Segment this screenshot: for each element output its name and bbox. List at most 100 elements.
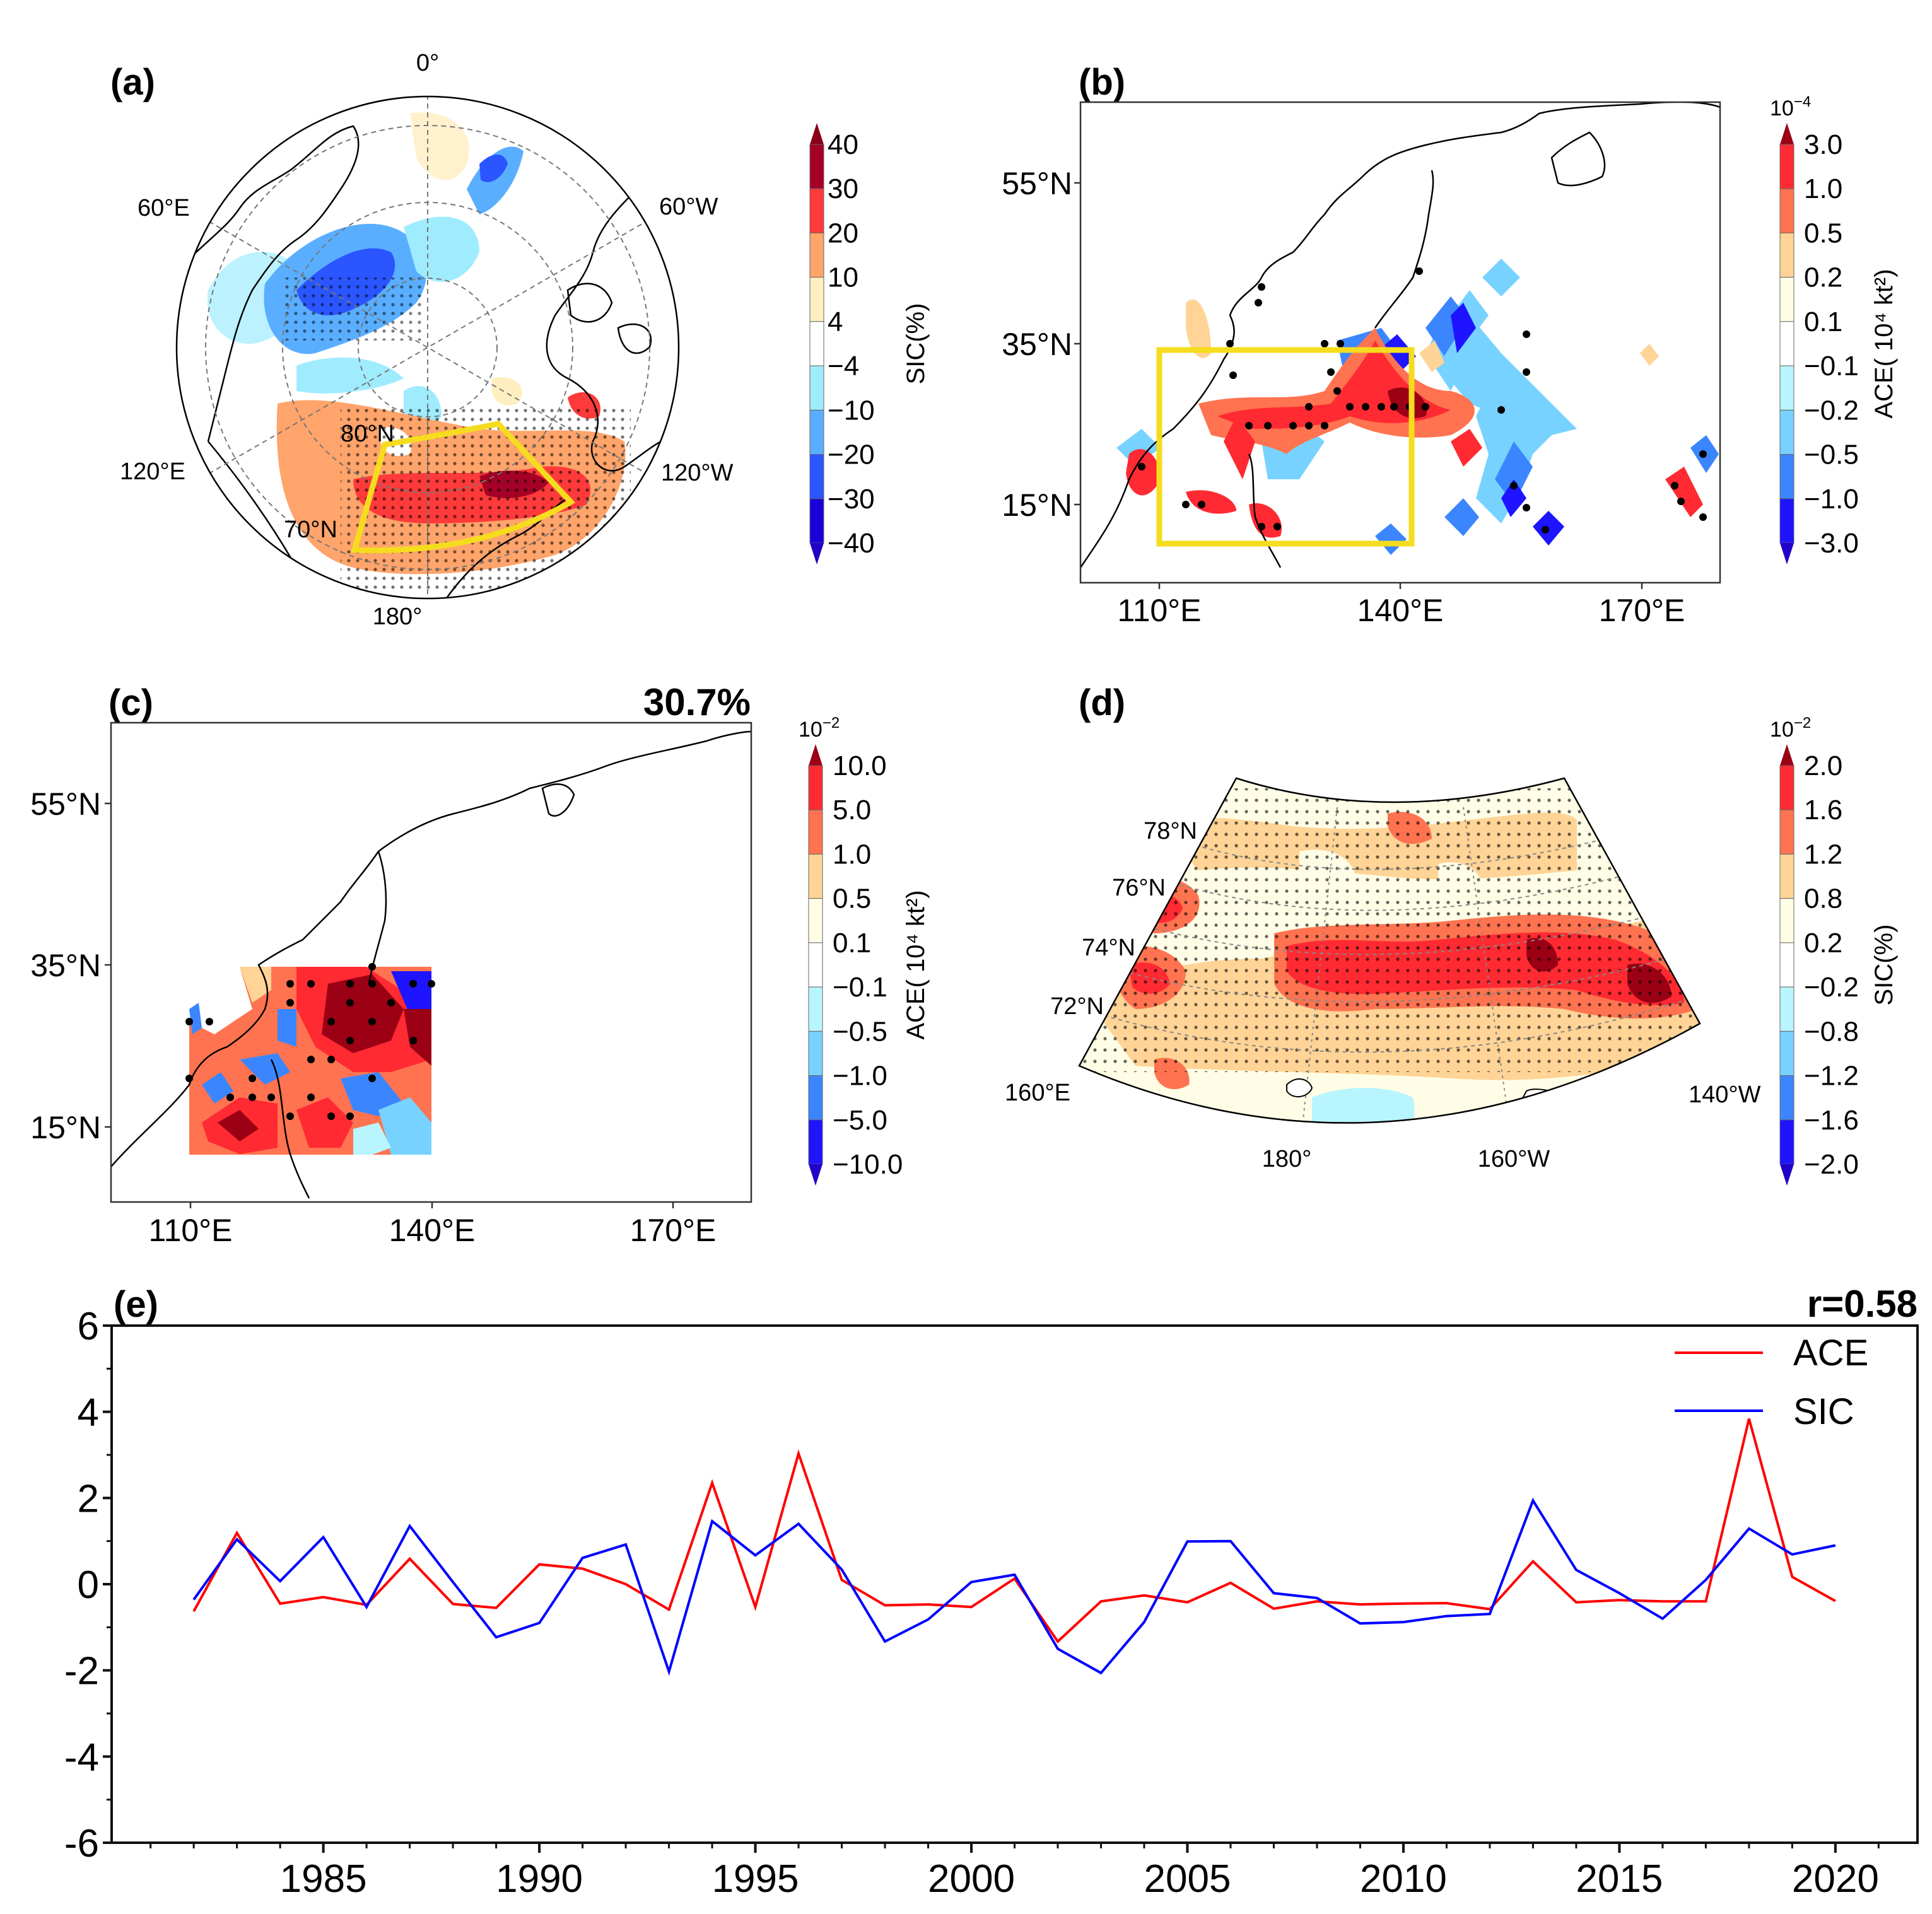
panel-d-colorbar-extend-top	[1780, 744, 1794, 766]
panel-d-colorbar-tick-label: −2.0	[1804, 1149, 1859, 1180]
panel-d-colorbar-segment	[1779, 1030, 1794, 1077]
panel-d-lon-label-140w: 140°W	[1689, 1082, 1761, 1108]
panel-b-colorbar-tick-label: 0.5	[1804, 218, 1842, 248]
panel-b: (b)	[1002, 62, 1721, 628]
panel-a-lon-label-60w: 60°W	[659, 194, 718, 220]
y-tick-label: 4	[78, 1391, 99, 1435]
panel-c-colorbar-tick-label: 10.0	[833, 750, 887, 781]
panel-b-region-box	[1156, 347, 1415, 547]
panel-c-colorbar-tick-label: −10.0	[833, 1149, 903, 1180]
panel-d-lon-label-160w: 160°W	[1478, 1146, 1550, 1172]
panel-c-colorbar-scale: 10−2	[799, 715, 840, 742]
panel-c-colorbar: 10.0 5.0 1.0 0.5 0.1 −0.1 −0.5 −1.0 −5.0 −10.0 ACE…	[799, 715, 930, 1186]
panel-a-colorbar-tick-label: −30	[828, 484, 875, 515]
legend: ACE SIC	[1675, 1333, 1868, 1432]
panel-b-colorbar-segment	[1779, 321, 1794, 366]
panel-b-colorbar-extend-top	[1780, 123, 1794, 144]
panel-b-colorbar-extend-bottom	[1780, 543, 1794, 564]
panel-c-colorbar-title: ACE( 10⁴ kt²)	[902, 890, 930, 1039]
x-tick-label: 1985	[280, 1857, 367, 1901]
panel-a-colorbar-tick-label: −4	[828, 351, 859, 382]
panel-a-lon-label-60e: 60°E	[138, 195, 190, 221]
panel-b-lon-label-110e: 110°E	[1117, 593, 1201, 628]
legend-label-sic: SIC	[1793, 1391, 1854, 1432]
panel-b-colorbar-segment	[1779, 409, 1794, 455]
panel-a-colorbar-segment	[809, 144, 824, 189]
x-tick-label: 2005	[1144, 1857, 1231, 1901]
panel-a-colorbar-tick-label: 20	[828, 218, 858, 248]
panel-c-lat-label-55n: 55°N	[30, 786, 101, 822]
panel-a-lon-label-120e: 120°E	[120, 458, 185, 485]
panel-a-field	[177, 96, 679, 598]
panel-b-lat-label-35n: 35°N	[1002, 327, 1072, 362]
panel-d-colorbar-segment	[1779, 898, 1794, 943]
panel-a-colorbar-segment	[809, 498, 824, 544]
panel-c-lon-label-170e: 170°E	[630, 1213, 717, 1248]
panel-b-colorbar-segment	[1779, 454, 1794, 499]
panel-b-colorbar-segment	[1779, 232, 1794, 278]
panel-a-lon-label-0: 0°	[416, 50, 439, 76]
panel-c: (c) 30.7%	[30, 681, 752, 1248]
panel-e-frame	[110, 1324, 1919, 1844]
panel-c-colorbar-tick-label: 0.1	[833, 928, 871, 959]
x-tick-label: 2010	[1360, 1857, 1447, 1901]
panel-c-colorbar-extend-bottom	[809, 1164, 823, 1186]
panel-a-colorbar-tick-label: 10	[828, 262, 858, 293]
panel-d-lat-label-78n: 78°N	[1144, 818, 1197, 844]
y-tick-label: -6	[64, 1822, 99, 1865]
panel-c-colorbar-segment	[808, 942, 823, 988]
panel-e-chart: (e) r=0.58 6 4 2 0 -2 -4 -6 1985 1990 1995 2000 200…	[64, 1283, 1919, 1901]
panel-c-frame	[110, 721, 752, 1203]
panel-b-colorbar-tick-label: −1.0	[1804, 484, 1859, 515]
panel-b-lat-label-55n: 55°N	[1002, 166, 1072, 201]
panel-b-lon-label-170e: 170°E	[1599, 593, 1685, 628]
legend-label-ace: ACE	[1793, 1333, 1868, 1374]
panel-d-colorbar-tick-label: 0.2	[1804, 928, 1842, 959]
panel-c-lat-label-35n: 35°N	[30, 948, 101, 983]
panel-b-lon-label-140e: 140°E	[1357, 593, 1444, 628]
panel-b-field	[1080, 102, 1720, 583]
panel-c-colorbar-tick-label: 5.0	[833, 795, 871, 826]
panel-b-lat-label-15n: 15°N	[1002, 487, 1072, 523]
panel-b-colorbar-tick-label: 0.1	[1804, 306, 1842, 337]
panel-a-colorbar-title: SIC(%)	[902, 303, 930, 385]
panel-c-colorbar-segment	[808, 1030, 823, 1077]
panel-d-colorbar-tick-label: 0.8	[1804, 884, 1842, 914]
panel-a-colorbar-tick-label: 4	[828, 306, 843, 337]
panel-d-colorbar-segment	[1779, 1075, 1794, 1121]
panel-d-colorbar-tick-label: −0.8	[1804, 1016, 1859, 1047]
panel-a-colorbar-segment	[809, 454, 824, 499]
panel-a-colorbar-segment	[809, 188, 824, 233]
panel-a-lon-label-180: 180°	[373, 604, 423, 630]
panel-c-variance-annotation: 30.7%	[643, 681, 751, 723]
panel-b-colorbar-title: ACE( 10⁴ kt²)	[1870, 269, 1898, 418]
panel-e-label: (e)	[114, 1284, 158, 1325]
x-tick-label: 2000	[928, 1857, 1015, 1901]
panel-b-colorbar-tick-label: 0.2	[1804, 262, 1842, 293]
series-line-sic	[192, 1497, 1836, 1676]
panel-c-lat-label-15n: 15°N	[30, 1110, 101, 1145]
y-tick-label: -4	[64, 1736, 99, 1779]
panel-a-colorbar-extend-bottom	[810, 543, 824, 564]
panel-c-colorbar-tick-label: −1.0	[833, 1061, 887, 1092]
x-tick-label: 1995	[712, 1857, 799, 1901]
panel-d-label: (d)	[1079, 682, 1125, 723]
panel-c-colorbar-segment	[808, 1075, 823, 1121]
panel-a-colorbar-tick-label: −10	[828, 395, 875, 426]
panel-b-colorbar-segment	[1779, 188, 1794, 233]
panel-b-colorbar-segment	[1779, 365, 1794, 411]
panel-d-colorbar: 2.0 1.6 1.2 0.8 0.2 −0.2 −0.8 −1.2 −1.6 −2.0 SIC(%…	[1770, 715, 1898, 1186]
y-tick-label: -2	[64, 1650, 99, 1693]
panel-b-colorbar-segment	[1779, 498, 1794, 544]
panel-c-colorbar-segment	[808, 809, 823, 855]
panel-d-colorbar-segment	[1779, 853, 1794, 899]
panel-b-colorbar-segment	[1779, 144, 1794, 189]
y-tick-label: 0	[78, 1563, 99, 1607]
panel-d-colorbar-tick-label: −1.6	[1804, 1105, 1859, 1136]
panel-c-colorbar-tick-label: 1.0	[833, 839, 871, 870]
panel-c-lon-label-140e: 140°E	[389, 1213, 476, 1248]
panel-a-region-box	[351, 421, 576, 554]
panel-b-colorbar-tick-label: −0.1	[1804, 351, 1859, 382]
panel-a-colorbar-segment	[809, 365, 824, 411]
